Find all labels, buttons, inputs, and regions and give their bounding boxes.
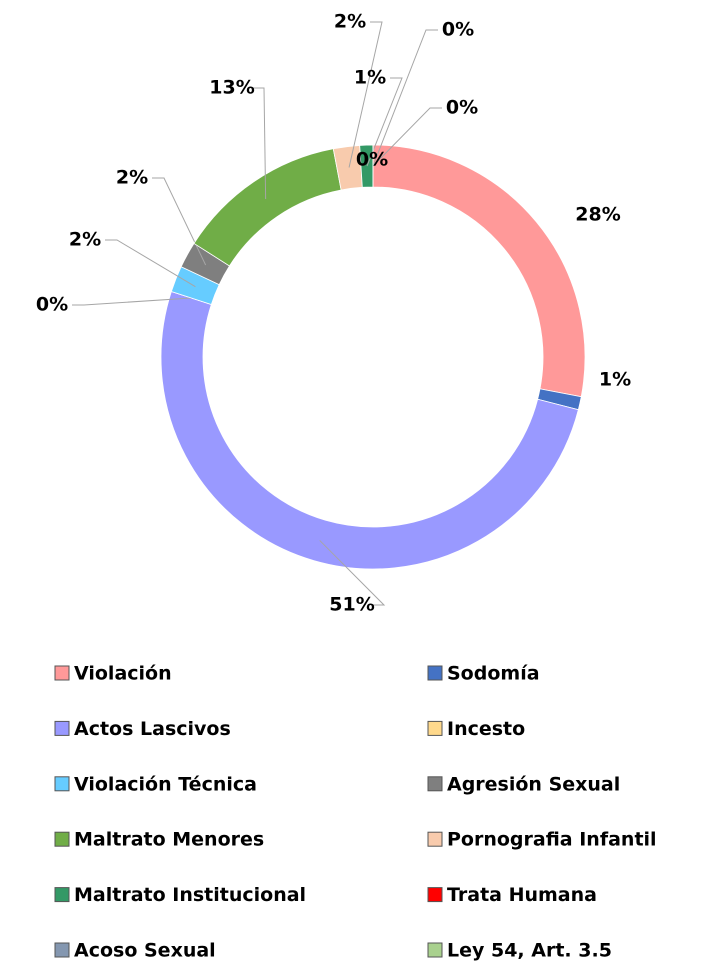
leader-line [372, 107, 442, 167]
data-label: 0% [36, 294, 68, 316]
legend-label: Incesto [447, 718, 525, 740]
legend-swatch [427, 831, 443, 847]
legend-label: Pornografia Infantil [447, 829, 657, 851]
legend-label: Violación [74, 663, 172, 685]
data-label: 2% [334, 11, 366, 33]
legend-label: Ley 54, Art. 3.5 [447, 940, 612, 962]
data-label: 2% [69, 229, 101, 251]
donut-slice [193, 148, 342, 267]
legend-swatch [54, 665, 70, 681]
data-label: 51% [329, 594, 374, 616]
legend-label: Actos Lascivos [74, 718, 231, 740]
legend-swatch [427, 776, 443, 792]
legend-label: Acoso Sexual [74, 940, 216, 962]
legend-swatch [54, 887, 70, 903]
legend-label: Maltrato Institucional [74, 884, 306, 906]
legend-swatch [54, 776, 70, 792]
legend-swatch [54, 831, 70, 847]
leader-line [152, 177, 207, 266]
legend-label: Maltrato Menores [74, 829, 264, 851]
legend-swatch [427, 942, 443, 958]
legend-swatch [427, 665, 443, 681]
data-label: 2% [116, 167, 148, 189]
legend-label: Agresión Sexual [447, 773, 620, 795]
legend-swatch [427, 720, 443, 736]
donut-slice [372, 144, 586, 398]
donut-slice [160, 290, 579, 570]
leader-line [105, 239, 196, 288]
leader-line [319, 540, 386, 606]
data-label: 1% [354, 67, 386, 89]
leader-line [348, 21, 383, 168]
legend-swatch [54, 942, 70, 958]
legend-swatch [427, 887, 443, 903]
leader-line [252, 87, 267, 200]
data-label: 0% [442, 19, 474, 41]
legend-swatch [54, 720, 70, 736]
data-label: 0% [356, 149, 388, 171]
data-label: 28% [575, 204, 620, 226]
data-label: 0% [446, 97, 478, 119]
leader-line [372, 29, 438, 167]
legend-label: Violación Técnica [74, 773, 257, 795]
data-label: 13% [209, 77, 254, 99]
leader-line [366, 77, 403, 167]
legend-label: Sodomía [447, 663, 540, 685]
data-label: 1% [599, 369, 631, 391]
legend-label: Trata Humana [447, 884, 597, 906]
leader-line [72, 297, 192, 306]
